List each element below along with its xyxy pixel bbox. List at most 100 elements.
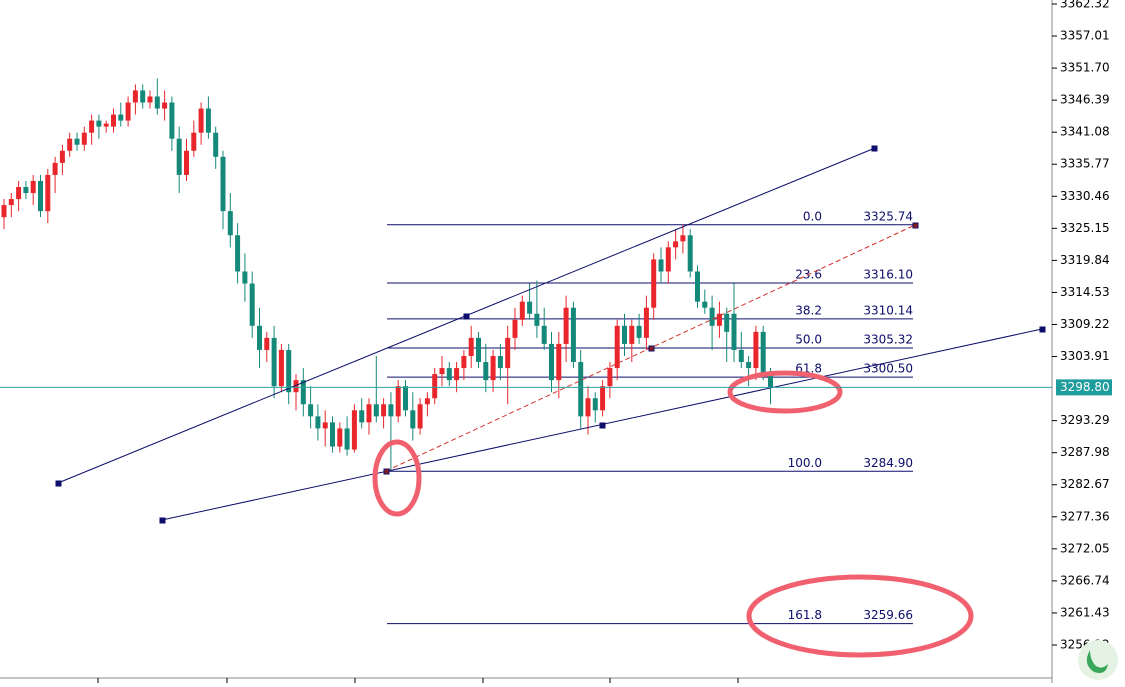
candle-body (760, 331, 766, 375)
anchor (55, 480, 62, 487)
candle-body (753, 331, 759, 369)
candle-body (59, 150, 65, 163)
candle-body (424, 398, 430, 405)
candle-body (658, 259, 664, 272)
candle-body (89, 120, 95, 133)
anchor (912, 222, 919, 229)
candle-body (505, 337, 511, 369)
y-tick-label: 3330.46 (1060, 189, 1110, 203)
candle-body (351, 410, 357, 450)
highlight-ellipse (372, 439, 422, 517)
candle-body (381, 404, 387, 417)
y-tick-label: 3319.84 (1060, 253, 1110, 267)
candle-body (541, 325, 547, 344)
candle-body (373, 404, 379, 417)
candle-body (8, 199, 14, 206)
candle-body (198, 108, 204, 133)
logo (1078, 640, 1118, 680)
candle-body (680, 235, 686, 242)
y-tick-label: 3277.36 (1060, 509, 1110, 523)
highlights (372, 370, 974, 658)
candle-body (519, 301, 525, 320)
logo-circle (1078, 640, 1118, 680)
y-tick-label: 3357.01 (1060, 29, 1110, 43)
candle-body (461, 355, 467, 369)
candle-body (220, 156, 226, 212)
y-tick-label: 3303.91 (1060, 349, 1110, 363)
highlight-ellipse (727, 370, 843, 414)
candle-body (432, 374, 438, 399)
fib-price: 3325.74 (863, 209, 913, 223)
candle-body (592, 398, 598, 411)
candle-body (403, 386, 408, 411)
anchor (599, 422, 606, 429)
candle-body (622, 325, 627, 344)
candle-body (410, 410, 416, 429)
candle-body (673, 241, 679, 248)
candle-body (600, 386, 606, 411)
candle-body (702, 301, 708, 308)
candle-body (257, 325, 262, 350)
candles (1, 78, 773, 471)
candle-body (563, 307, 569, 344)
y-tick-label: 3362.32 (1060, 0, 1110, 10)
candle-body (570, 307, 576, 363)
anchor (648, 345, 655, 352)
candle-body (242, 271, 248, 284)
candle-body (81, 132, 87, 145)
candle-body (169, 102, 175, 139)
candle-body (16, 186, 22, 200)
drawings (55, 145, 1046, 524)
candle-body (52, 162, 58, 175)
candle-body (417, 404, 423, 429)
candle-body (549, 343, 554, 381)
candle-body (468, 337, 474, 356)
candle-body (483, 362, 489, 381)
y-tick-label: 3272.05 (1060, 541, 1110, 555)
anchor (1039, 326, 1046, 333)
fib-ratio: 0.0 (803, 209, 822, 223)
candle-body (162, 102, 168, 109)
candle-body (67, 138, 73, 151)
candle-body (45, 174, 51, 212)
fib-price: 3316.10 (863, 267, 913, 281)
candle-body (96, 120, 102, 127)
candle-body (337, 428, 343, 447)
candle-body (38, 180, 43, 212)
candle-body (176, 138, 182, 175)
candle-body (227, 211, 233, 236)
candle-body (344, 428, 350, 450)
candle-body (534, 313, 540, 326)
current-price-box (1056, 379, 1112, 396)
candle-body (330, 422, 335, 447)
candle-body (125, 102, 131, 121)
anchor (463, 313, 470, 320)
candle-body (140, 90, 146, 103)
candle-body (614, 325, 620, 369)
candle-body (23, 186, 29, 194)
y-tick-label: 3261.43 (1060, 605, 1110, 619)
candle-body (768, 374, 773, 388)
candle-body (308, 404, 314, 417)
anchor (383, 468, 390, 475)
candle-body (585, 398, 591, 417)
anchor (159, 517, 166, 524)
fib-price: 3305.32 (863, 333, 913, 347)
candle-body (709, 307, 715, 326)
candle-body (213, 132, 219, 157)
candle-body (1, 205, 7, 218)
candle-body (687, 235, 693, 272)
candle-body (497, 355, 503, 369)
candle-body (716, 313, 722, 326)
candle-body (724, 313, 730, 332)
fib-price: 3300.50 (863, 362, 913, 376)
fib-price: 3259.66 (863, 608, 913, 622)
x-axis (0, 677, 1052, 683)
candle-body (651, 259, 657, 308)
candle-body (738, 349, 744, 363)
candle-body (636, 325, 642, 338)
candle-body (293, 380, 299, 393)
candle-body (388, 404, 394, 417)
y-tick-label: 3325.15 (1060, 221, 1110, 235)
